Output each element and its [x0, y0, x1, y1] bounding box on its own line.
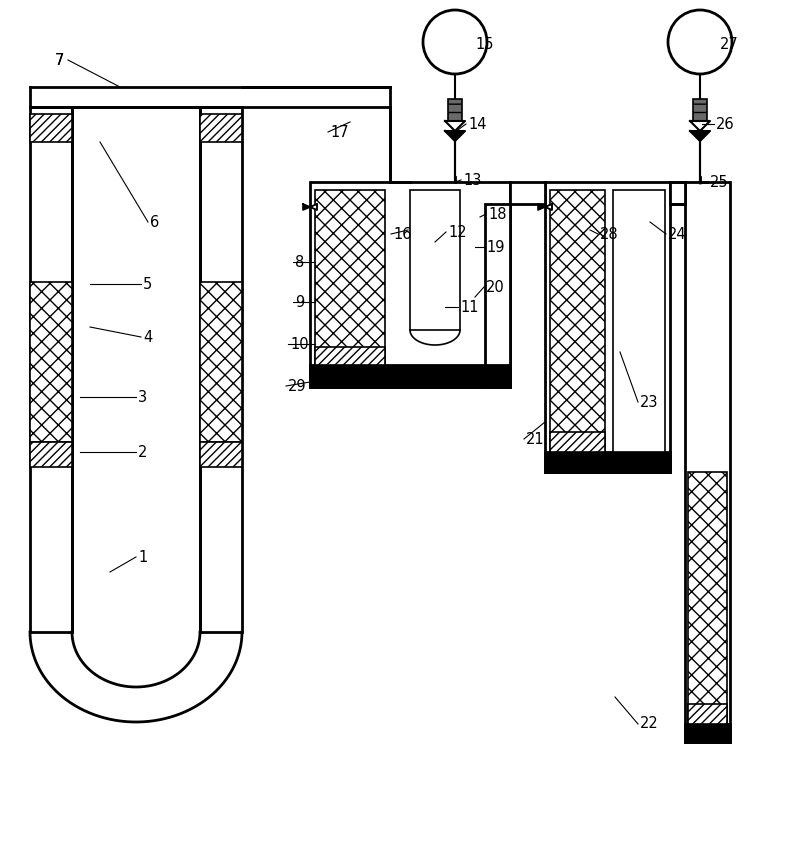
- Text: 24: 24: [668, 226, 686, 242]
- Bar: [685, 182, 730, 742]
- Polygon shape: [690, 121, 710, 131]
- Text: 9: 9: [295, 295, 304, 310]
- Text: 20: 20: [486, 280, 505, 295]
- Bar: [545, 452, 670, 472]
- Text: 15: 15: [475, 36, 494, 51]
- Circle shape: [423, 10, 487, 74]
- Polygon shape: [545, 204, 552, 210]
- Polygon shape: [538, 204, 545, 210]
- Bar: [200, 114, 242, 142]
- Bar: [688, 704, 727, 724]
- Text: 5: 5: [143, 276, 152, 291]
- Text: 1: 1: [138, 550, 147, 564]
- Bar: [315, 347, 385, 365]
- Bar: [613, 190, 665, 452]
- Bar: [310, 182, 510, 387]
- Bar: [200, 107, 242, 632]
- Text: 29: 29: [288, 379, 306, 393]
- Text: 28: 28: [600, 226, 618, 242]
- Text: 12: 12: [448, 225, 466, 239]
- Text: 26: 26: [716, 116, 734, 131]
- Bar: [200, 442, 242, 467]
- Bar: [30, 282, 72, 442]
- Bar: [510, 182, 545, 204]
- Text: 21: 21: [526, 431, 545, 446]
- Bar: [688, 472, 727, 724]
- Bar: [670, 182, 685, 204]
- Polygon shape: [310, 204, 317, 210]
- Text: 7: 7: [55, 52, 64, 67]
- Bar: [200, 282, 242, 442]
- Bar: [545, 182, 670, 472]
- Text: 3: 3: [138, 390, 147, 404]
- Text: 22: 22: [640, 717, 658, 732]
- Circle shape: [668, 10, 732, 74]
- Text: 10: 10: [290, 337, 309, 351]
- Bar: [685, 724, 730, 742]
- Text: 11: 11: [460, 300, 478, 315]
- Text: 2: 2: [138, 445, 147, 460]
- Text: 13: 13: [463, 173, 482, 188]
- Bar: [310, 365, 510, 387]
- Text: 14: 14: [468, 116, 486, 131]
- Text: 8: 8: [295, 254, 304, 269]
- Bar: [448, 99, 462, 121]
- Bar: [693, 99, 707, 121]
- Text: 27: 27: [720, 36, 738, 51]
- Bar: [550, 432, 605, 452]
- Text: 18: 18: [488, 206, 506, 221]
- Text: 25: 25: [710, 174, 729, 189]
- Text: 16: 16: [393, 226, 411, 242]
- Bar: [410, 190, 460, 330]
- Text: 4: 4: [143, 329, 152, 344]
- Text: 7: 7: [55, 52, 64, 67]
- Text: 23: 23: [640, 395, 658, 409]
- Bar: [315, 190, 385, 365]
- Polygon shape: [445, 131, 465, 141]
- Polygon shape: [690, 131, 710, 141]
- Bar: [30, 442, 72, 467]
- Polygon shape: [303, 204, 310, 210]
- Bar: [550, 190, 605, 452]
- Bar: [30, 114, 72, 142]
- Text: 6: 6: [150, 215, 159, 230]
- Polygon shape: [445, 121, 465, 131]
- Bar: [485, 204, 510, 387]
- Text: 19: 19: [486, 239, 505, 254]
- Text: 17: 17: [330, 125, 349, 140]
- Bar: [30, 107, 72, 632]
